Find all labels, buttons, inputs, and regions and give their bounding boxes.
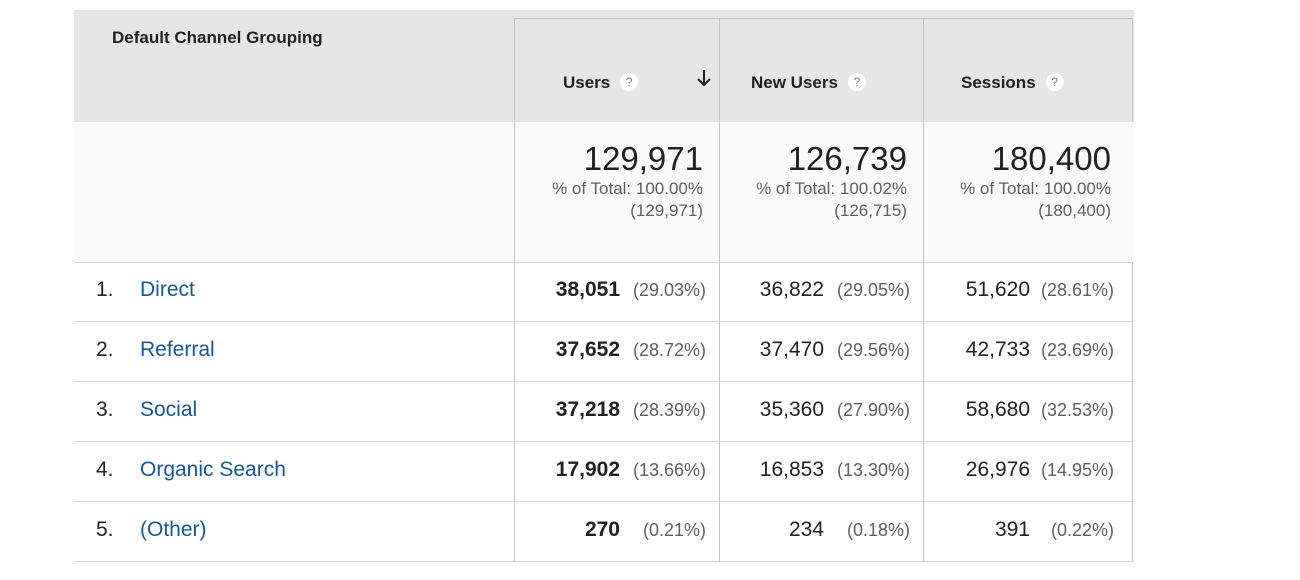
new-users-pct: (13.30%) <box>836 460 910 480</box>
row-index: 1. <box>96 278 114 301</box>
table-row: 2. Referral 37,652 (28.72%) 37,470 (29.5… <box>74 322 1134 382</box>
dimension-header[interactable]: Default Channel Grouping <box>112 28 323 47</box>
help-icon[interactable]: ? <box>847 73 866 91</box>
total-new-users: 126,739 % of Total: 100.02% (126,715) <box>719 122 907 262</box>
total-users-value: 129,971 <box>583 140 703 177</box>
total-sessions-pct: % of Total: 100.00% <box>960 179 1111 198</box>
cell-users: 38,051 (29.03%) <box>514 262 720 321</box>
table-header: Default Channel Grouping Users? New User… <box>74 10 1134 123</box>
table-row: 4. Organic Search 17,902 (13.66%) 16,853… <box>74 442 1134 502</box>
sessions-pct: (28.61%) <box>1040 280 1114 300</box>
users-value: 37,652 <box>555 338 620 361</box>
channel-report-table: Default Channel Grouping Users? New User… <box>74 10 1134 562</box>
sessions-value: 42,733 <box>965 338 1030 361</box>
users-pct: (29.03%) <box>632 280 706 300</box>
cell-new-users: 36,822 (29.05%) <box>719 262 924 321</box>
row-index: 5. <box>96 518 114 541</box>
total-users-abs: (129,971) <box>630 201 703 220</box>
cell-sessions: 58,680 (32.53%) <box>923 382 1133 441</box>
users-value: 270 <box>584 518 620 541</box>
table-row: 1. Direct 38,051 (29.03%) 36,822 (29.05%… <box>74 262 1134 322</box>
new-users-value: 16,853 <box>759 458 824 481</box>
users-pct: (28.72%) <box>632 340 706 360</box>
cell-users: 17,902 (13.66%) <box>514 442 720 501</box>
new-users-value: 234 <box>788 518 824 541</box>
column-label-new-users: New Users <box>751 73 838 92</box>
new-users-pct: (29.05%) <box>836 280 910 300</box>
sessions-value: 58,680 <box>965 398 1030 421</box>
cell-new-users: 37,470 (29.56%) <box>719 322 924 381</box>
cell-new-users: 16,853 (13.30%) <box>719 442 924 501</box>
cell-new-users: 35,360 (27.90%) <box>719 382 924 441</box>
table-body: 1. Direct 38,051 (29.03%) 36,822 (29.05%… <box>74 262 1134 562</box>
cell-sessions: 51,620 (28.61%) <box>923 262 1133 321</box>
channel-link[interactable]: Direct <box>140 278 195 301</box>
cell-users: 270 (0.21%) <box>514 502 720 561</box>
row-index: 3. <box>96 398 114 421</box>
cell-users: 37,218 (28.39%) <box>514 382 720 441</box>
new-users-value: 36,822 <box>759 278 824 301</box>
users-value: 17,902 <box>555 458 620 481</box>
column-header-sessions[interactable]: Sessions? <box>923 18 1133 123</box>
cell-sessions: 391 (0.22%) <box>923 502 1133 561</box>
total-users-pct: % of Total: 100.00% <box>552 179 703 198</box>
users-value: 37,218 <box>555 398 620 421</box>
column-header-users[interactable]: Users? <box>514 18 719 123</box>
sessions-pct: (32.53%) <box>1040 400 1114 420</box>
channel-link[interactable]: Organic Search <box>140 458 286 481</box>
total-sessions-value: 180,400 <box>991 140 1111 177</box>
cell-new-users: 234 (0.18%) <box>719 502 924 561</box>
sessions-value: 391 <box>994 518 1030 541</box>
table-row: 3. Social 37,218 (28.39%) 35,360 (27.90%… <box>74 382 1134 442</box>
new-users-pct: (27.90%) <box>836 400 910 420</box>
channel-link[interactable]: Referral <box>140 338 215 361</box>
channel-link[interactable]: (Other) <box>140 518 207 541</box>
row-index: 2. <box>96 338 114 361</box>
total-users: 129,971 % of Total: 100.00% (129,971) <box>514 122 703 262</box>
new-users-pct: (29.56%) <box>836 340 910 360</box>
total-sessions-abs: (180,400) <box>1038 201 1111 220</box>
totals-row: 129,971 % of Total: 100.00% (129,971) 12… <box>74 122 1134 263</box>
channel-link[interactable]: Social <box>140 398 198 421</box>
new-users-value: 37,470 <box>759 338 824 361</box>
help-icon[interactable]: ? <box>1045 73 1064 91</box>
new-users-value: 35,360 <box>759 398 824 421</box>
column-header-new-users[interactable]: New Users? <box>719 18 923 123</box>
new-users-pct: (0.18%) <box>846 520 910 540</box>
sessions-pct: (0.22%) <box>1050 520 1114 540</box>
table-row: 5. (Other) 270 (0.21%) 234 (0.18%) 391 (… <box>74 502 1134 562</box>
cell-users: 37,652 (28.72%) <box>514 322 720 381</box>
sessions-pct: (14.95%) <box>1040 460 1114 480</box>
column-label-users: Users <box>563 73 611 92</box>
sessions-value: 51,620 <box>965 278 1030 301</box>
total-new-users-pct: % of Total: 100.02% <box>756 179 907 198</box>
cell-sessions: 42,733 (23.69%) <box>923 322 1133 381</box>
users-pct: (13.66%) <box>632 460 706 480</box>
users-value: 38,051 <box>555 278 620 301</box>
users-pct: (0.21%) <box>642 520 706 540</box>
total-new-users-value: 126,739 <box>787 140 907 177</box>
help-icon[interactable]: ? <box>620 73 639 91</box>
users-pct: (28.39%) <box>632 400 706 420</box>
arrow-down-icon[interactable] <box>693 67 715 89</box>
column-label-sessions: Sessions <box>961 73 1036 92</box>
sessions-pct: (23.69%) <box>1040 340 1114 360</box>
row-index: 4. <box>96 458 114 481</box>
total-new-users-abs: (126,715) <box>834 201 907 220</box>
cell-sessions: 26,976 (14.95%) <box>923 442 1133 501</box>
sessions-value: 26,976 <box>965 458 1030 481</box>
total-sessions: 180,400 % of Total: 100.00% (180,400) <box>923 122 1111 262</box>
